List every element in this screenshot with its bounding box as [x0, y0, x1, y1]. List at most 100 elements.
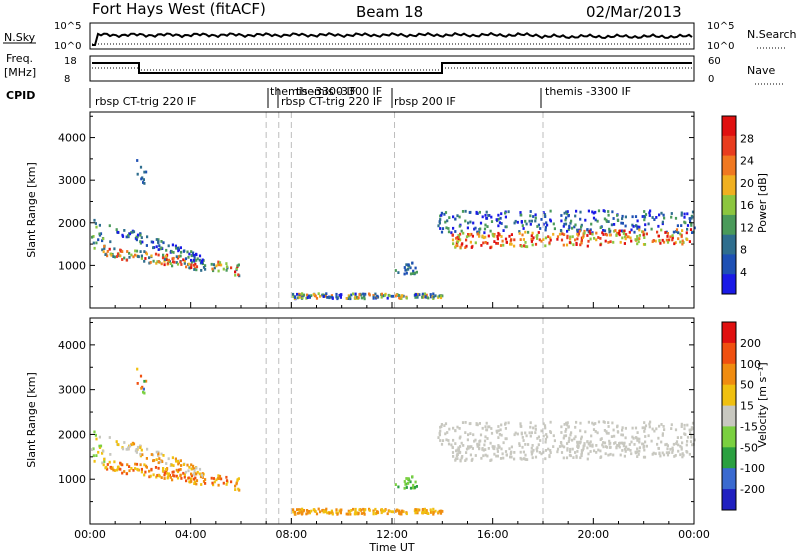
velocity-cell-5	[608, 446, 612, 449]
velocity-colorbar-tick-7: -200	[740, 483, 765, 496]
power-cell-0	[97, 238, 100, 242]
velocity-cell-5	[636, 447, 639, 451]
velocity-cell-4	[447, 442, 451, 446]
power-cell-4	[690, 224, 693, 227]
power-cell-6	[338, 294, 341, 297]
power-cell-4	[495, 218, 498, 221]
power-cell-1	[140, 257, 143, 260]
power-cell-3	[142, 178, 145, 181]
power-cell-5	[493, 240, 496, 243]
power-cell-1	[113, 247, 116, 251]
power-cell-2	[190, 258, 193, 262]
power-cell-4	[520, 220, 523, 223]
velocity-cell-2	[172, 464, 175, 467]
power-cell-2	[139, 241, 142, 245]
velocity-cell-4	[592, 422, 595, 426]
velocity-cell-4	[680, 422, 683, 426]
power-cell-5	[508, 234, 511, 238]
velocity-cell-4	[680, 425, 683, 428]
velocity-cell-6	[301, 507, 304, 511]
power-cell-6	[339, 296, 342, 299]
velocity-cell-4	[596, 431, 599, 435]
velocity-cell-4	[497, 425, 500, 428]
velocity-cell-4	[633, 443, 636, 446]
power-cell-7	[403, 272, 406, 276]
velocity-cell-4	[507, 421, 510, 425]
velocity-cell-4	[505, 437, 508, 441]
power-cell-4	[662, 213, 665, 217]
time-axis-label: Time UT	[368, 541, 414, 554]
velocity-cell-2	[116, 443, 120, 446]
power-cell-6	[398, 296, 401, 300]
velocity-cell-4	[454, 429, 457, 432]
velocity-cell-5	[524, 458, 527, 461]
velocity-cell-5	[530, 446, 533, 450]
velocity-y-tick-label-2000: 2000	[58, 428, 86, 441]
power-cell-6	[400, 294, 403, 298]
velocity-cell-5	[484, 448, 487, 451]
power-colorbar-tick-5: 8	[740, 244, 747, 257]
power-cell-5	[680, 235, 683, 239]
velocity-cell-2	[190, 472, 193, 476]
velocity-cell-6	[348, 511, 351, 514]
power-cell-5	[464, 246, 467, 249]
power-cell-5	[505, 241, 508, 244]
velocity-cell-7	[405, 486, 408, 489]
power-cell-5	[614, 229, 617, 232]
velocity-cell-1	[116, 465, 120, 469]
power-cell-1	[215, 264, 218, 268]
power-cell-1	[150, 254, 153, 258]
velocity-cell-1	[218, 477, 221, 480]
power-cell-5	[626, 235, 629, 239]
power-cell-7	[404, 268, 407, 272]
time-tick-label-5: 20:00	[577, 528, 609, 541]
power-cell-4	[680, 211, 683, 215]
velocity-cell-4	[467, 433, 470, 437]
velocity-cell-0	[93, 430, 96, 434]
velocity-cell-4	[439, 429, 442, 433]
velocity-cell-4	[549, 420, 552, 424]
velocity-cell-1	[183, 473, 186, 476]
power-cell-5	[496, 235, 499, 238]
power-cell-5	[462, 231, 465, 235]
power-cell-4	[658, 213, 661, 217]
velocity-cell-6	[430, 511, 433, 514]
velocity-cell-5	[468, 445, 472, 449]
station-title: Fort Hays West (fitACF)	[92, 0, 266, 18]
velocity-cell-6	[354, 507, 357, 511]
power-cell-0	[91, 235, 94, 239]
power-cell-1	[168, 260, 171, 263]
power-cell-5	[578, 229, 581, 233]
power-cell-5	[651, 240, 654, 243]
nave-label: Nave	[747, 64, 775, 77]
velocity-cell-1	[188, 480, 191, 484]
velocity-cell-1	[234, 484, 237, 488]
time-tick-label-4: 16:00	[477, 528, 509, 541]
power-cell-4	[676, 224, 679, 228]
power-cell-6	[345, 297, 348, 300]
power-cell-5	[642, 233, 645, 237]
velocity-cell-5	[689, 440, 693, 443]
velocity-cell-4	[584, 430, 587, 434]
power-cell-6	[362, 292, 365, 296]
power-cell-5	[661, 238, 664, 242]
power-cell-0	[94, 222, 97, 225]
velocity-cell-6	[416, 508, 419, 512]
power-cell-4	[570, 219, 573, 223]
velocity-cell-5	[601, 443, 604, 447]
power-cell-6	[301, 292, 304, 296]
power-cell-5	[556, 235, 560, 239]
power-cell-4	[660, 211, 663, 215]
velocity-cell-4	[543, 424, 547, 428]
power-cell-1	[212, 269, 215, 273]
velocity-cell-6	[400, 509, 403, 513]
velocity-cell-5	[538, 451, 541, 454]
velocity-cell-1	[222, 481, 225, 485]
cpid-segment-2: themis -3300 IF	[270, 85, 356, 98]
power-cell-4	[542, 211, 545, 214]
power-cell-0	[93, 246, 96, 250]
velocity-cell-4	[559, 441, 563, 444]
velocity-cell-5	[465, 451, 468, 454]
velocity-cell-1	[155, 475, 158, 479]
velocity-cell-5	[457, 448, 461, 451]
